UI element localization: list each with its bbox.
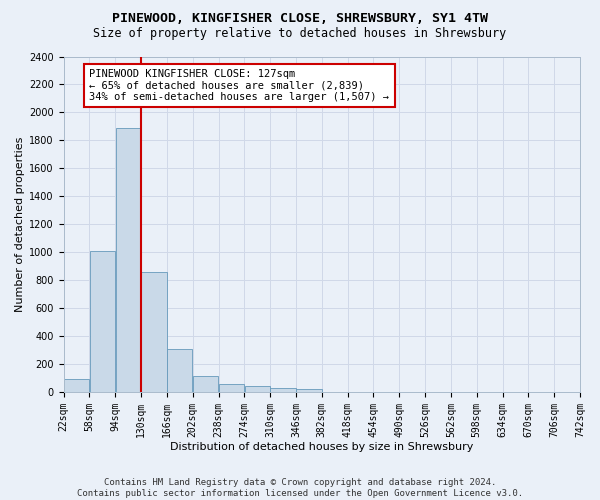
Bar — [90, 251, 115, 392]
Text: PINEWOOD KINGFISHER CLOSE: 127sqm
← 65% of detached houses are smaller (2,839)
3: PINEWOOD KINGFISHER CLOSE: 127sqm ← 65% … — [89, 69, 389, 102]
Bar — [64, 378, 89, 392]
Bar — [142, 272, 167, 392]
Text: PINEWOOD, KINGFISHER CLOSE, SHREWSBURY, SY1 4TW: PINEWOOD, KINGFISHER CLOSE, SHREWSBURY, … — [112, 12, 488, 26]
Bar — [271, 388, 296, 392]
Bar — [296, 389, 322, 392]
Bar — [245, 386, 270, 392]
Bar — [167, 348, 193, 392]
X-axis label: Distribution of detached houses by size in Shrewsbury: Distribution of detached houses by size … — [170, 442, 473, 452]
Text: Contains HM Land Registry data © Crown copyright and database right 2024.
Contai: Contains HM Land Registry data © Crown c… — [77, 478, 523, 498]
Text: Size of property relative to detached houses in Shrewsbury: Size of property relative to detached ho… — [94, 28, 506, 40]
Bar — [116, 128, 141, 392]
Bar — [193, 376, 218, 392]
Bar — [219, 384, 244, 392]
Y-axis label: Number of detached properties: Number of detached properties — [15, 136, 25, 312]
